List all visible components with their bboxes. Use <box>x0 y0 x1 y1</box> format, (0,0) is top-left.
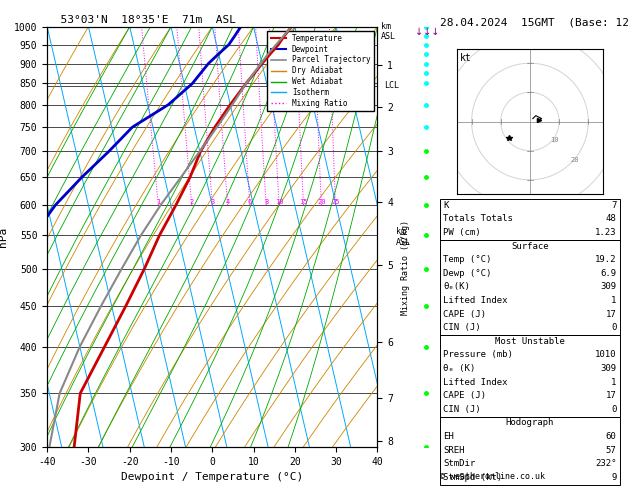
Text: 1010: 1010 <box>595 350 616 360</box>
Text: Lifted Index: Lifted Index <box>443 378 508 387</box>
Text: EH: EH <box>443 432 454 441</box>
Text: CIN (J): CIN (J) <box>443 323 481 332</box>
Text: 1: 1 <box>156 199 160 205</box>
Text: Most Unstable: Most Unstable <box>495 337 565 346</box>
Text: kt: kt <box>460 53 472 63</box>
Text: 0: 0 <box>611 405 616 414</box>
Text: θₑ(K): θₑ(K) <box>443 282 470 292</box>
Text: 53°03'N  18°35'E  71m  ASL: 53°03'N 18°35'E 71m ASL <box>47 15 236 25</box>
Text: StmDir: StmDir <box>443 459 476 469</box>
Y-axis label: km
ASL: km ASL <box>396 227 411 246</box>
Text: 8: 8 <box>264 199 269 205</box>
Text: © weatheronline.co.uk: © weatheronline.co.uk <box>440 472 545 481</box>
Text: 4: 4 <box>226 199 230 205</box>
Text: 10: 10 <box>275 199 284 205</box>
Text: 19.2: 19.2 <box>595 255 616 264</box>
Text: 15: 15 <box>299 199 308 205</box>
Text: CAPE (J): CAPE (J) <box>443 391 486 400</box>
Text: 1: 1 <box>611 378 616 387</box>
Text: 20: 20 <box>317 199 326 205</box>
Text: 9: 9 <box>611 473 616 482</box>
Text: 20: 20 <box>571 157 579 163</box>
Text: 3: 3 <box>210 199 214 205</box>
Text: km
ASL: km ASL <box>381 22 396 41</box>
Text: 2: 2 <box>189 199 194 205</box>
Text: Temp (°C): Temp (°C) <box>443 255 492 264</box>
Text: Hodograph: Hodograph <box>506 418 554 428</box>
Text: 6.9: 6.9 <box>600 269 616 278</box>
Text: CIN (J): CIN (J) <box>443 405 481 414</box>
Text: 17: 17 <box>606 391 616 400</box>
Text: 10: 10 <box>550 137 559 143</box>
Text: K: K <box>443 201 449 210</box>
Text: Surface: Surface <box>511 242 548 251</box>
Text: 60: 60 <box>606 432 616 441</box>
Text: 1.23: 1.23 <box>595 228 616 237</box>
Text: 309: 309 <box>600 364 616 373</box>
Text: Lifted Index: Lifted Index <box>443 296 508 305</box>
Text: PW (cm): PW (cm) <box>443 228 481 237</box>
Text: CAPE (J): CAPE (J) <box>443 310 486 319</box>
Text: 25: 25 <box>331 199 340 205</box>
Text: StmSpd (kt): StmSpd (kt) <box>443 473 503 482</box>
Text: Dewp (°C): Dewp (°C) <box>443 269 492 278</box>
Text: 309: 309 <box>600 282 616 292</box>
Text: 57: 57 <box>606 446 616 455</box>
Text: Pressure (mb): Pressure (mb) <box>443 350 513 360</box>
Text: ↓↓↓: ↓↓↓ <box>415 27 440 37</box>
Text: 0: 0 <box>611 323 616 332</box>
Text: Totals Totals: Totals Totals <box>443 214 513 224</box>
Text: LCL: LCL <box>384 81 399 90</box>
Text: SREH: SREH <box>443 446 465 455</box>
Text: 28.04.2024  15GMT  (Base: 12): 28.04.2024 15GMT (Base: 12) <box>440 17 629 27</box>
Text: 48: 48 <box>606 214 616 224</box>
Text: 17: 17 <box>606 310 616 319</box>
Legend: Temperature, Dewpoint, Parcel Trajectory, Dry Adiabat, Wet Adiabat, Isotherm, Mi: Temperature, Dewpoint, Parcel Trajectory… <box>267 31 374 111</box>
Y-axis label: hPa: hPa <box>0 227 8 247</box>
X-axis label: Dewpoint / Temperature (°C): Dewpoint / Temperature (°C) <box>121 472 303 483</box>
Text: θₑ (K): θₑ (K) <box>443 364 476 373</box>
Text: 232°: 232° <box>595 459 616 469</box>
Text: Mixing Ratio (g/kg): Mixing Ratio (g/kg) <box>401 220 410 315</box>
Text: 7: 7 <box>611 201 616 210</box>
Text: 1: 1 <box>611 296 616 305</box>
Text: 6: 6 <box>248 199 252 205</box>
